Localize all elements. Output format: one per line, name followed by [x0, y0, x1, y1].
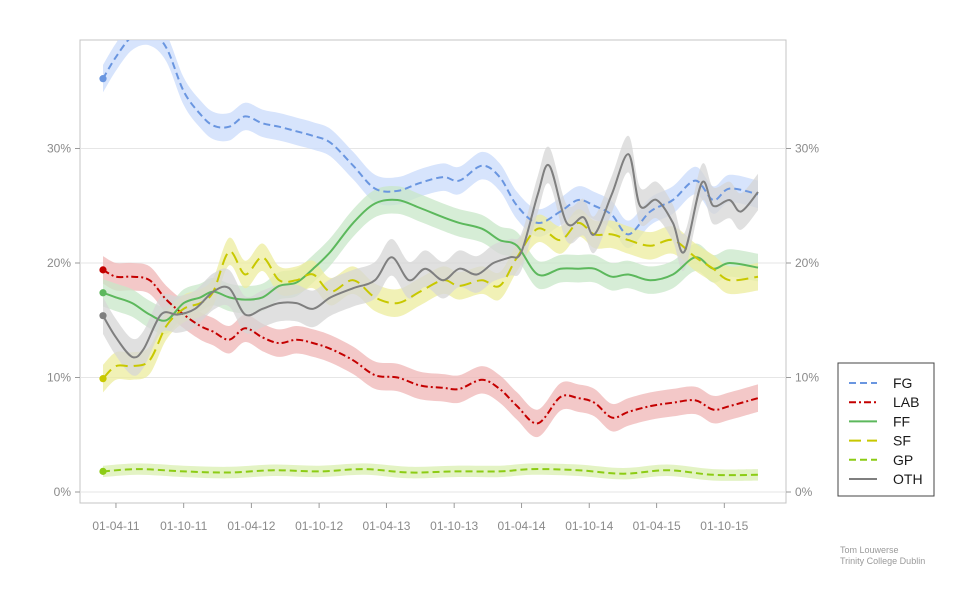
y-tick-label-right: 30%: [795, 142, 819, 156]
legend-item-lab: LAB: [849, 394, 919, 410]
x-tick-label: 01-04-12: [227, 519, 275, 533]
y-tick-label-right: 20%: [795, 256, 819, 270]
line-fg: [102, 40, 759, 236]
legend-box: [837, 362, 935, 497]
credit-author: Tom Louwerse: [840, 545, 899, 555]
start-points: [99, 75, 107, 475]
y-tick-label-right: 10%: [795, 371, 819, 385]
uncertainty-bands: [103, 40, 758, 481]
credit-institution: Trinity College Dublin: [840, 556, 926, 566]
legend-label-fg: FG: [893, 375, 912, 391]
x-tick-label: 01-10-12: [295, 519, 343, 533]
x-tick-label: 01-04-15: [633, 519, 681, 533]
y-tick-label-left: 0%: [54, 485, 72, 499]
start-point-oth: [99, 312, 107, 320]
legend-item-fg: FG: [849, 375, 912, 391]
y-tick-label-left: 20%: [47, 256, 71, 270]
band-fg: [103, 40, 758, 249]
legend-item-gp: GP: [849, 452, 913, 468]
line-ff: [102, 198, 759, 322]
series-lines: [102, 40, 759, 477]
start-point-ff: [99, 289, 107, 297]
y-tick-label-left: 10%: [47, 371, 71, 385]
start-point-sf: [99, 375, 107, 383]
legend-label-ff: FF: [893, 413, 910, 429]
legend-label-lab: LAB: [893, 394, 919, 410]
y-tick-label-left: 30%: [47, 142, 71, 156]
credit: Tom Louwerse Trinity College Dublin: [840, 545, 925, 567]
x-tick-label: 01-10-13: [430, 519, 478, 533]
band-sf: [103, 209, 758, 393]
band-lab: [103, 256, 758, 438]
line-lab: [102, 269, 759, 425]
legend: FG LAB FF SF GP OTH: [837, 362, 935, 497]
start-point-gp: [99, 467, 107, 475]
x-tick-label: 01-04-14: [498, 519, 546, 533]
legend-item-oth: OTH: [849, 471, 923, 487]
start-point-fg: [99, 75, 107, 83]
x-tick-label: 01-04-11: [92, 519, 139, 533]
band-oth: [103, 135, 758, 376]
x-tick-label: 01-10-15: [700, 519, 748, 533]
axes: 0% 0% 10% 10% 20% 20% 30% 30% 01-04-11 01-10-11 01…: [47, 142, 819, 534]
legend-item-ff: FF: [849, 413, 910, 429]
line-oth: [102, 153, 759, 359]
legend-label-gp: GP: [893, 452, 913, 468]
legend-item-sf: SF: [849, 433, 911, 449]
legend-label-sf: SF: [893, 433, 911, 449]
start-point-lab: [99, 266, 107, 274]
x-tick-label: 01-10-14: [565, 519, 613, 533]
line-gp: [102, 468, 759, 477]
x-tick-label: 01-04-13: [362, 519, 410, 533]
legend-label-oth: OTH: [893, 471, 923, 487]
line-sf: [102, 221, 759, 380]
band-gp: [103, 463, 758, 481]
x-tick-label: 01-10-11: [160, 519, 207, 533]
y-tick-label-right: 0%: [795, 485, 813, 499]
